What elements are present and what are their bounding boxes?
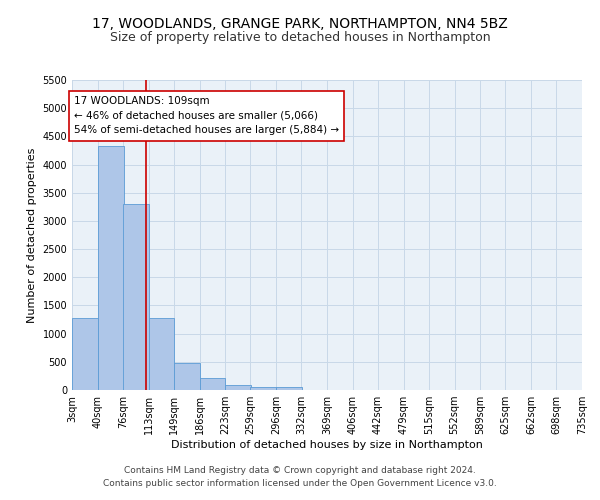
Text: 17 WOODLANDS: 109sqm
← 46% of detached houses are smaller (5,066)
54% of semi-de: 17 WOODLANDS: 109sqm ← 46% of detached h… bbox=[74, 96, 339, 136]
Bar bbox=[149, 318, 175, 390]
Text: Size of property relative to detached houses in Northampton: Size of property relative to detached ho… bbox=[110, 31, 490, 44]
Text: Contains HM Land Registry data © Crown copyright and database right 2024.
Contai: Contains HM Land Registry data © Crown c… bbox=[103, 466, 497, 487]
Bar bbox=[123, 204, 149, 390]
Text: 17, WOODLANDS, GRANGE PARK, NORTHAMPTON, NN4 5BZ: 17, WOODLANDS, GRANGE PARK, NORTHAMPTON,… bbox=[92, 18, 508, 32]
X-axis label: Distribution of detached houses by size in Northampton: Distribution of detached houses by size … bbox=[171, 440, 483, 450]
Y-axis label: Number of detached properties: Number of detached properties bbox=[27, 148, 37, 322]
Bar bbox=[250, 386, 276, 390]
Bar bbox=[225, 386, 251, 390]
Bar bbox=[276, 387, 302, 390]
Bar bbox=[72, 318, 98, 390]
Bar bbox=[174, 363, 199, 390]
Bar bbox=[98, 146, 124, 390]
Bar bbox=[199, 378, 225, 390]
